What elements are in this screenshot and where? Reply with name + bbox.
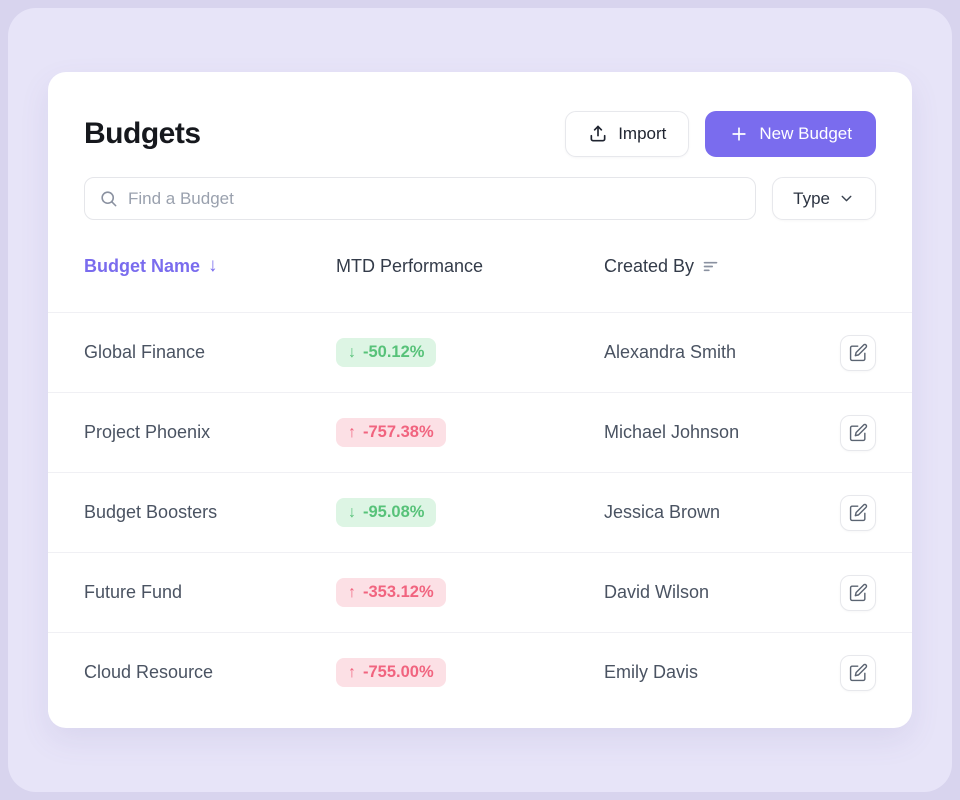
created-by-cell: Alexandra Smith <box>604 342 737 362</box>
budgets-panel: Budgets Import <box>48 72 912 728</box>
column-header-created-by: Created By <box>604 256 840 277</box>
trend-arrow-icon: ↓ <box>348 343 356 361</box>
import-button[interactable]: Import <box>565 111 690 157</box>
table-row: Project Phoenix ↑ -757.38% Michael Johns… <box>48 392 912 472</box>
table-row: Budget Boosters ↓ -95.08% Jessica Brown <box>48 472 912 552</box>
edit-button[interactable] <box>840 574 876 611</box>
column-header-budget-name[interactable]: Budget Name ↓ <box>84 255 218 276</box>
performance-badge: ↑ -757.38% <box>336 418 446 447</box>
performance-value: -755.00% <box>363 663 434 681</box>
edit-button[interactable] <box>840 654 876 691</box>
trend-arrow-icon: ↑ <box>348 663 356 681</box>
performance-value: -353.12% <box>363 583 434 601</box>
type-filter-dropdown[interactable]: Type <box>772 177 876 220</box>
budget-name-cell: Cloud Resource <box>84 662 214 682</box>
upload-icon <box>588 124 608 144</box>
created-by-cell: Emily Davis <box>604 662 699 682</box>
search-box[interactable] <box>84 177 757 220</box>
performance-badge: ↑ -755.00% <box>336 658 446 687</box>
table-row: Future Fund ↑ -353.12% David Wilson <box>48 552 912 632</box>
table-row: Global Finance ↓ -50.12% Alexandra Smith <box>48 312 912 392</box>
type-filter-label: Type <box>793 188 830 208</box>
performance-value: -95.08% <box>363 503 425 521</box>
performance-badge: ↓ -50.12% <box>336 338 437 367</box>
filter-bar: Type <box>84 177 876 220</box>
import-button-label: Import <box>618 124 667 143</box>
budgets-table: Global Finance ↓ -50.12% Alexandra Smith… <box>48 312 912 712</box>
budget-name-cell: Budget Boosters <box>84 502 218 522</box>
column-header-mtd-performance: MTD Performance <box>336 255 484 276</box>
table-header: Budget Name ↓ MTD Performance Created By <box>84 220 876 312</box>
chevron-down-icon <box>838 190 855 207</box>
trend-arrow-icon: ↑ <box>348 583 356 601</box>
plus-icon <box>729 124 749 144</box>
performance-value: -50.12% <box>363 343 425 361</box>
trend-arrow-icon: ↓ <box>348 503 356 521</box>
performance-badge: ↓ -95.08% <box>336 498 437 527</box>
new-budget-button-label: New Budget <box>759 124 852 143</box>
new-budget-button[interactable]: New Budget <box>705 111 876 157</box>
performance-badge: ↑ -353.12% <box>336 578 446 607</box>
search-input[interactable] <box>128 188 742 209</box>
budget-name-cell: Global Finance <box>84 342 206 362</box>
budget-name-cell: Future Fund <box>84 582 183 602</box>
created-by-cell: Jessica Brown <box>604 502 721 522</box>
edit-button[interactable] <box>840 414 876 451</box>
performance-value: -757.38% <box>363 423 434 441</box>
page-title: Budgets <box>84 117 201 150</box>
panel-header: Budgets Import <box>84 111 876 157</box>
search-icon <box>99 189 118 208</box>
edit-button[interactable] <box>840 334 876 371</box>
budget-name-cell: Project Phoenix <box>84 422 211 442</box>
filter-lines-icon[interactable] <box>702 258 719 275</box>
table-row: Cloud Resource ↑ -755.00% Emily Davis <box>48 632 912 712</box>
trend-arrow-icon: ↑ <box>348 423 356 441</box>
edit-button[interactable] <box>840 494 876 531</box>
created-by-cell: Michael Johnson <box>604 422 740 442</box>
created-by-cell: David Wilson <box>604 582 710 602</box>
sort-descending-icon: ↓ <box>208 255 218 276</box>
